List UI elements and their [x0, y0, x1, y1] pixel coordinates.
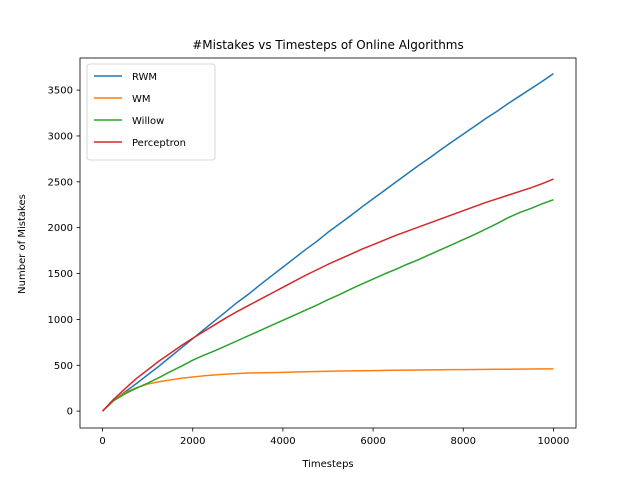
series-line-wm [102, 368, 554, 412]
y-tick-label: 2500 [48, 177, 73, 188]
legend-label-perceptron: Perceptron [132, 138, 186, 149]
x-axis-label: Timesteps [301, 459, 353, 470]
legend: RWM WM Willow Perceptron [86, 63, 216, 161]
y-tick-label: 500 [54, 361, 73, 372]
chart-title: #Mistakes vs Timesteps of Online Algorit… [192, 38, 464, 52]
legend-label-willow: Willow [132, 116, 164, 127]
x-tick-label: 0 [99, 436, 105, 447]
x-tick-label: 10000 [538, 436, 570, 447]
x-tick-label: 6000 [360, 436, 385, 447]
series-layer [102, 72, 554, 412]
y-tick-label: 0 [67, 407, 73, 418]
y-tick-label: 3500 [48, 86, 73, 97]
legend-box [86, 63, 216, 161]
series-line-willow [102, 199, 554, 412]
series-line-perceptron [102, 178, 554, 412]
legend-label-wm: WM [132, 94, 151, 105]
series-line-rwm [102, 72, 554, 412]
plot-frame [79, 57, 577, 429]
y-tick-label: 3000 [48, 131, 73, 142]
x-tick-label: 2000 [180, 436, 205, 447]
y-axis-label: Number of Mistakes [17, 194, 28, 294]
legend-label-rwm: RWM [132, 72, 157, 83]
x-tick-label: 8000 [451, 436, 476, 447]
y-tick-label: 1000 [48, 315, 73, 326]
axes-layer: 0 2000 4000 6000 8000 10000 0 500 1000 1500 2000 25… [48, 57, 577, 447]
x-tick-label: 4000 [270, 436, 295, 447]
y-tick-label: 1500 [48, 269, 73, 280]
y-tick-label: 2000 [48, 223, 73, 234]
